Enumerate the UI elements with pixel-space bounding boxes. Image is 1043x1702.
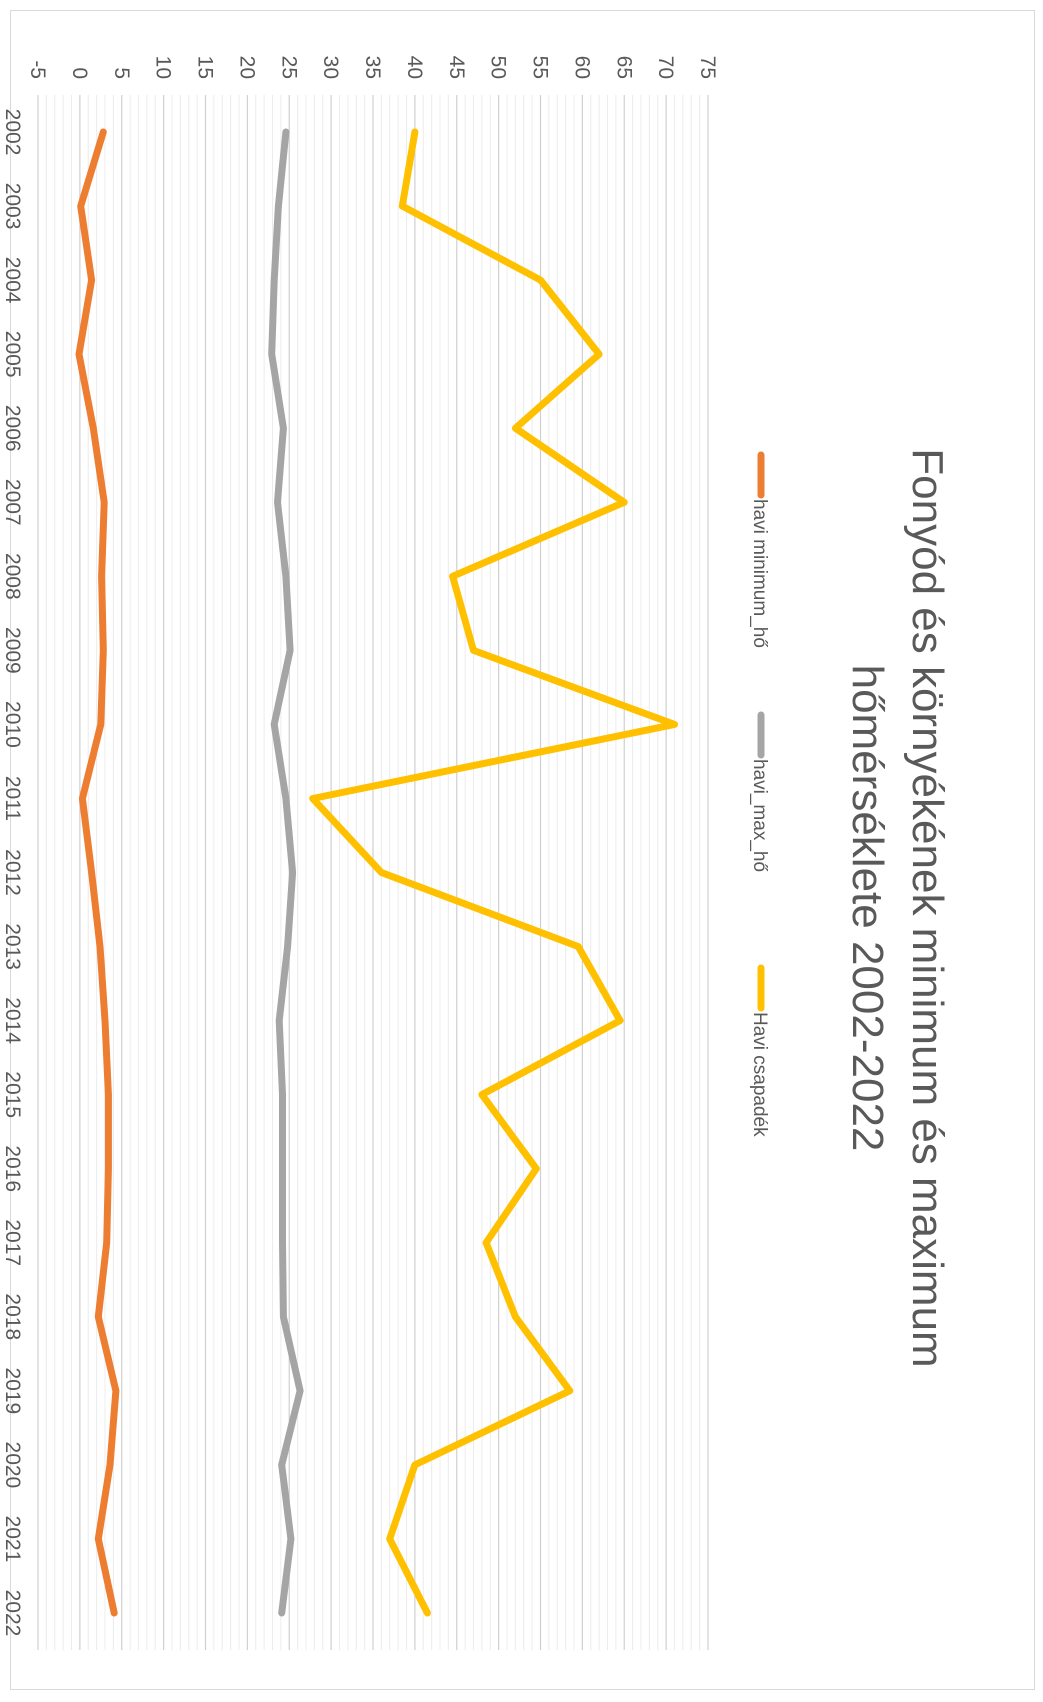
- y-tick-label: 45: [445, 56, 468, 79]
- gridlines: [37, 95, 709, 1650]
- x-tick-label: 2020: [1, 1442, 24, 1489]
- x-tick-label: 2004: [1, 257, 24, 304]
- chart-title: Fonyód és környékének minimum és maximum…: [843, 448, 952, 1367]
- y-tick-label: 5: [110, 67, 133, 79]
- x-tick-label: 2018: [1, 1293, 24, 1340]
- y-tick-label: 70: [654, 56, 677, 79]
- series-line: [268, 128, 304, 1617]
- x-tick-label: 2016: [1, 1145, 24, 1192]
- x-tick-label: 2006: [1, 405, 24, 452]
- legend-label: Havi csapadék: [749, 1012, 770, 1137]
- legend-label: havi minimum_hő: [749, 499, 770, 648]
- x-tick-label: 2017: [1, 1219, 24, 1266]
- x-axis-ticks: 2002 2003 2004 2005 2006 2007 2008 2009 2010 2011…: [1, 109, 24, 1637]
- x-tick-label: 2003: [1, 183, 24, 230]
- x-tick-label: 2021: [1, 1516, 24, 1563]
- legend-label: havi_max_hő: [749, 759, 770, 872]
- y-tick-label: 60: [570, 56, 593, 79]
- x-tick-label: 2011: [1, 776, 24, 821]
- y-tick-label: 40: [403, 56, 426, 79]
- series-lines: [75, 128, 678, 1617]
- y-tick-label: 50: [487, 56, 510, 79]
- chart-title-line-1: Fonyód és környékének minimum és maximum: [903, 448, 952, 1367]
- y-tick-label: 35: [361, 56, 384, 79]
- legend: havi minimum_hő havi_max_hő Havi csapadék: [749, 451, 770, 1137]
- y-tick-label: 75: [696, 56, 719, 79]
- y-tick-label: 65: [612, 56, 635, 79]
- x-tick-label: 2008: [1, 553, 24, 600]
- x-tick-label: 2005: [1, 331, 24, 378]
- x-tick-label: 2022: [1, 1590, 24, 1637]
- y-tick-label: 30: [319, 56, 342, 79]
- y-tick-label: 55: [529, 56, 552, 79]
- x-tick-label: 2013: [1, 923, 24, 970]
- y-tick-label: 10: [152, 56, 175, 79]
- series-line: [309, 128, 678, 1617]
- series-line: [75, 128, 120, 1617]
- y-axis-ticks: -5 0 5 10 15 20 25 30 35 40 45 50 55 60 65 70 75: [26, 56, 719, 79]
- x-tick-label: 2007: [1, 479, 24, 526]
- x-tick-label: 2019: [1, 1367, 24, 1414]
- x-tick-label: 2012: [1, 849, 24, 896]
- x-tick-label: 2009: [1, 627, 24, 674]
- y-tick-label: 15: [194, 56, 217, 79]
- y-tick-label: -5: [26, 60, 49, 79]
- x-tick-label: 2015: [1, 1071, 24, 1118]
- y-tick-label: 25: [277, 56, 300, 79]
- y-tick-label: 20: [235, 56, 258, 79]
- x-tick-label: 2002: [1, 109, 24, 156]
- x-tick-label: 2010: [1, 701, 24, 748]
- chart-title-line-2: hőmérséklete 2002-2022: [843, 665, 892, 1152]
- y-tick-label: 0: [68, 67, 91, 79]
- x-tick-label: 2014: [1, 997, 24, 1044]
